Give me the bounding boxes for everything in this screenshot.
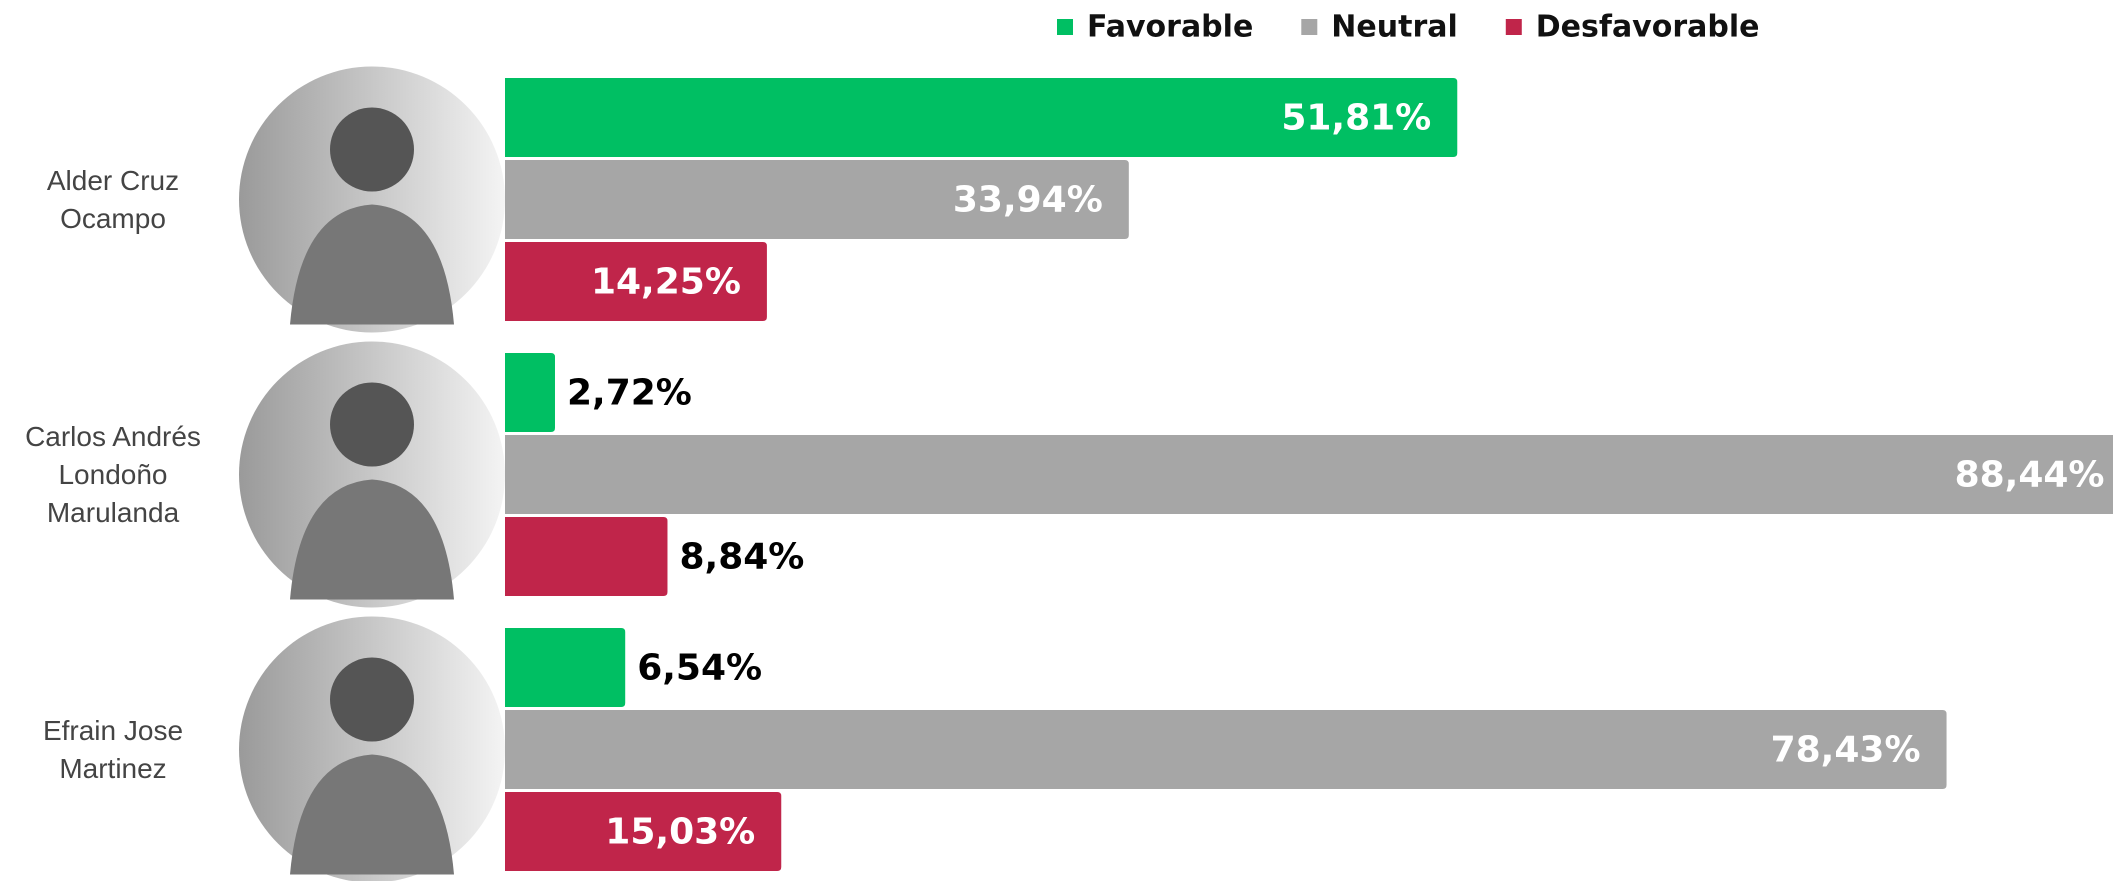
photo-figure: [330, 107, 414, 192]
bar: [505, 792, 782, 871]
value-label: 8,84%: [679, 537, 804, 578]
legend-swatch: [1057, 19, 1073, 35]
bar: [505, 353, 555, 432]
value-label: 2,72%: [567, 373, 692, 414]
legend-label: Desfavorable: [1536, 10, 1760, 45]
value-label: 15,03%: [605, 812, 755, 853]
value-label: 6,54%: [637, 648, 762, 689]
legend-swatch: [1301, 19, 1318, 35]
category-label: Carlos Andrés Londoño Marulanda: [25, 420, 201, 528]
photo-figure: [290, 479, 454, 600]
legend-label: Neutral: [1331, 10, 1457, 45]
photo-figure: [290, 204, 454, 325]
value-label: 78,43%: [1771, 730, 1921, 771]
bar: [505, 435, 2113, 514]
bar: [505, 160, 1129, 239]
legend-label: Favorable: [1087, 10, 1253, 45]
bar: [505, 242, 767, 321]
photo-figure: [290, 754, 454, 875]
photo-figure: [330, 657, 414, 742]
bar: [505, 628, 626, 707]
value-label: 51,81%: [1281, 98, 1431, 139]
bar: [505, 517, 668, 596]
category-label: Alder Cruz Ocampo: [46, 164, 180, 234]
bar: [505, 78, 1458, 157]
photo-figure: [330, 382, 414, 467]
category-label: Efrain Jose Martinez: [42, 714, 184, 784]
value-label: 14,25%: [591, 262, 741, 303]
bar: [505, 710, 1947, 789]
value-label: 88,44%: [1955, 455, 2105, 496]
value-label: 33,94%: [953, 180, 1103, 221]
legend-swatch: [1505, 19, 1522, 35]
